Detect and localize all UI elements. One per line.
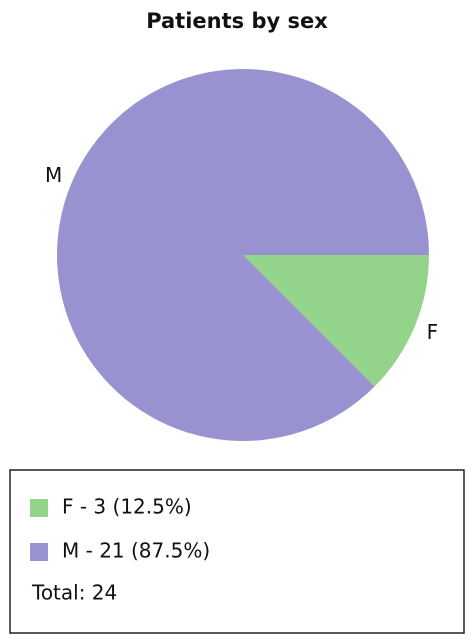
pie-slice (57, 68, 429, 442)
slice-label: F (427, 320, 439, 344)
legend-swatch (30, 543, 48, 561)
total-label: Total: 24 (31, 581, 117, 605)
chart-title: Patients by sex (146, 9, 328, 33)
pie-slice (243, 255, 429, 387)
legend-box (9, 469, 465, 634)
legend-label: M - 21 (87.5%) (62, 539, 210, 563)
legend-label: F - 3 (12.5%) (62, 495, 192, 519)
legend-swatch (30, 499, 48, 517)
slice-label: M (45, 163, 62, 187)
